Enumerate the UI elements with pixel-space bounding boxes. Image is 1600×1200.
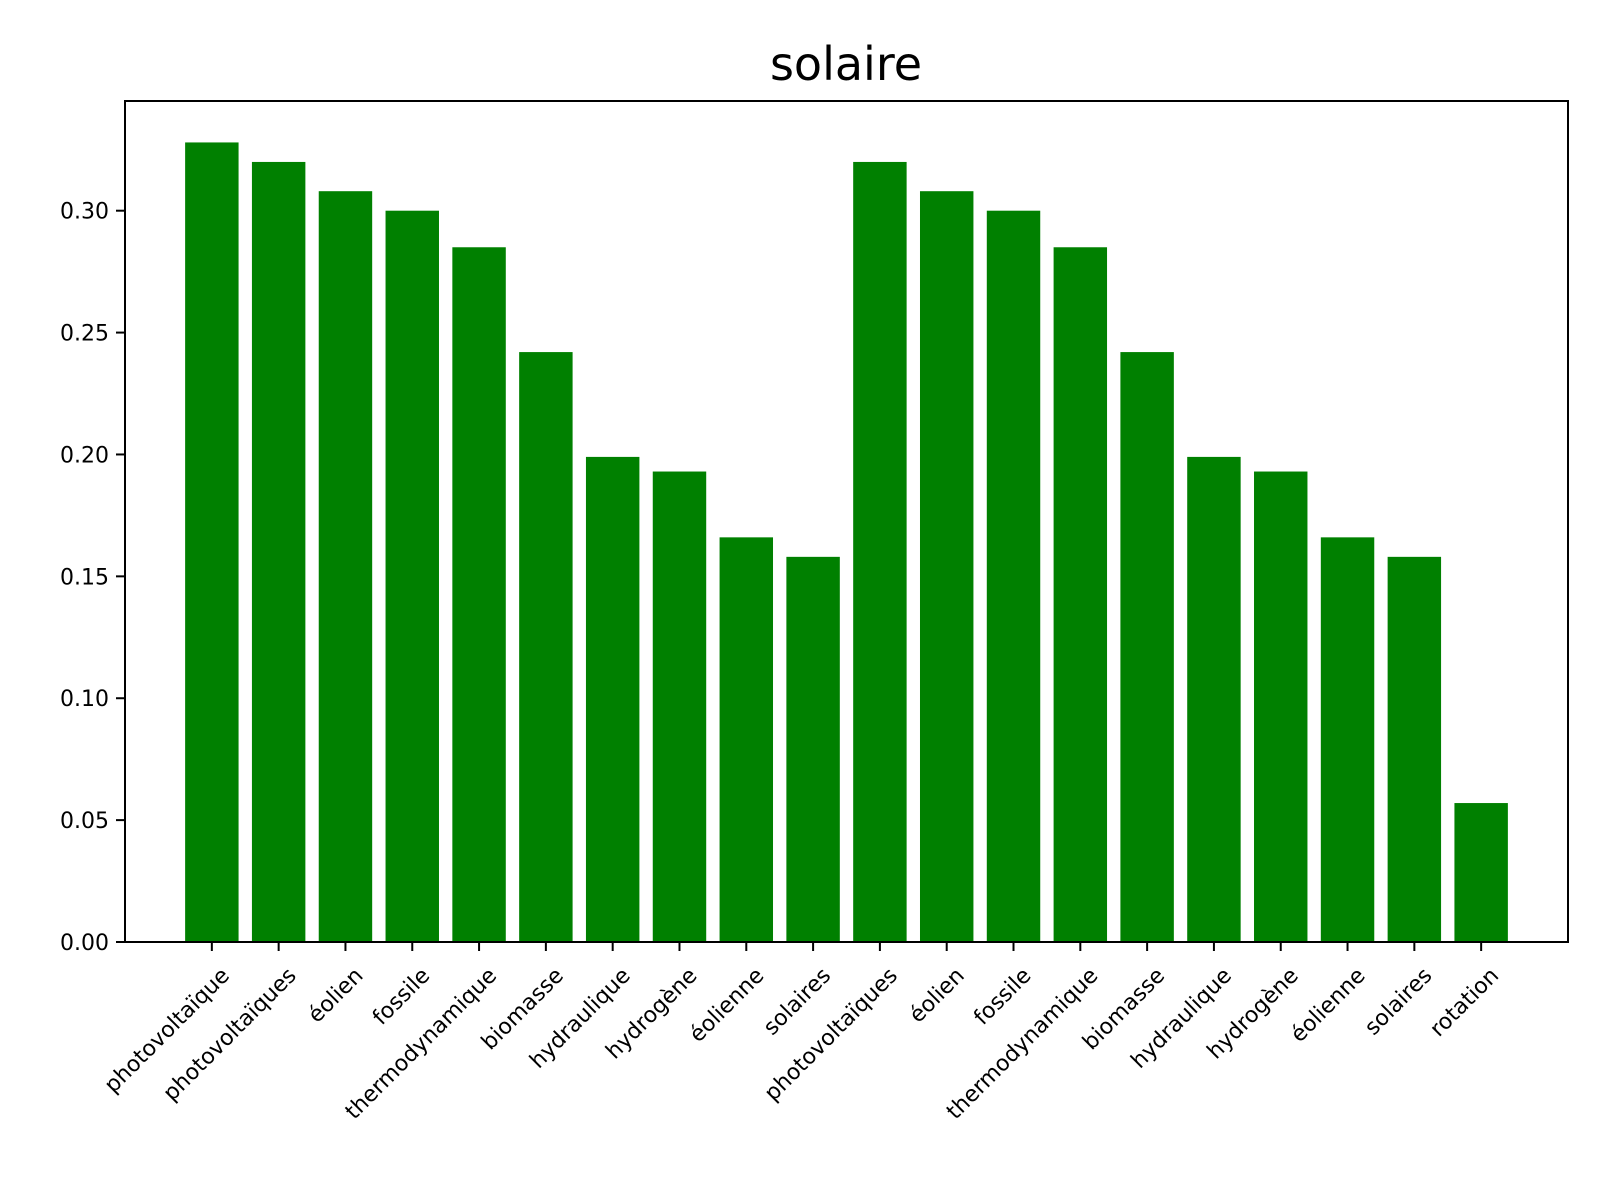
x-tick-label-2: éolien — [304, 963, 369, 1028]
bar-6 — [585, 456, 640, 942]
bar-16 — [1254, 471, 1308, 942]
y-tick-label-3: 0.15 — [60, 565, 109, 590]
bar-19 — [1454, 803, 1508, 942]
x-tick-label-19: rotation — [1425, 963, 1504, 1042]
bar-17 — [1320, 537, 1375, 942]
x-tick-label-3: fossile — [368, 963, 435, 1030]
x-tick-label-11: éolien — [905, 963, 970, 1028]
x-tick-label-18: solaires — [1360, 963, 1437, 1040]
bar-10 — [853, 161, 907, 943]
chart-title: solaire — [770, 37, 922, 91]
bars-layer — [185, 142, 1508, 943]
y-axis: 0.00 0.05 0.10 0.15 0.20 0.25 0.30 — [60, 200, 125, 956]
bar-14 — [1120, 352, 1174, 942]
y-tick-label-0: 0.00 — [60, 931, 109, 956]
x-tick-label-17: éolienne — [1286, 963, 1370, 1047]
y-tick-label-4: 0.20 — [60, 443, 109, 468]
bar-18 — [1387, 556, 1442, 942]
bar-5 — [519, 352, 573, 942]
y-tick-label-2: 0.10 — [60, 687, 109, 712]
bar-2 — [318, 191, 373, 942]
bar-7 — [652, 471, 707, 942]
bar-0 — [185, 142, 239, 943]
y-tick-label-5: 0.25 — [60, 322, 109, 347]
bar-9 — [786, 556, 840, 942]
bar-8 — [719, 537, 774, 942]
y-tick-label-1: 0.05 — [60, 809, 109, 834]
y-tick-label-6: 0.30 — [60, 200, 109, 225]
plot-frame — [124, 100, 1569, 943]
bar-1 — [251, 161, 306, 943]
bar-15 — [1187, 456, 1241, 942]
x-tick-label-8: éolienne — [685, 963, 769, 1047]
bar-3 — [385, 210, 439, 942]
x-tick-label-12: fossile — [969, 963, 1036, 1030]
x-tick-label-0: photovoltaïque — [100, 963, 235, 1098]
bar-12 — [986, 210, 1041, 942]
bar-4 — [452, 247, 506, 942]
bar-11 — [919, 191, 974, 942]
bar-13 — [1053, 247, 1108, 942]
